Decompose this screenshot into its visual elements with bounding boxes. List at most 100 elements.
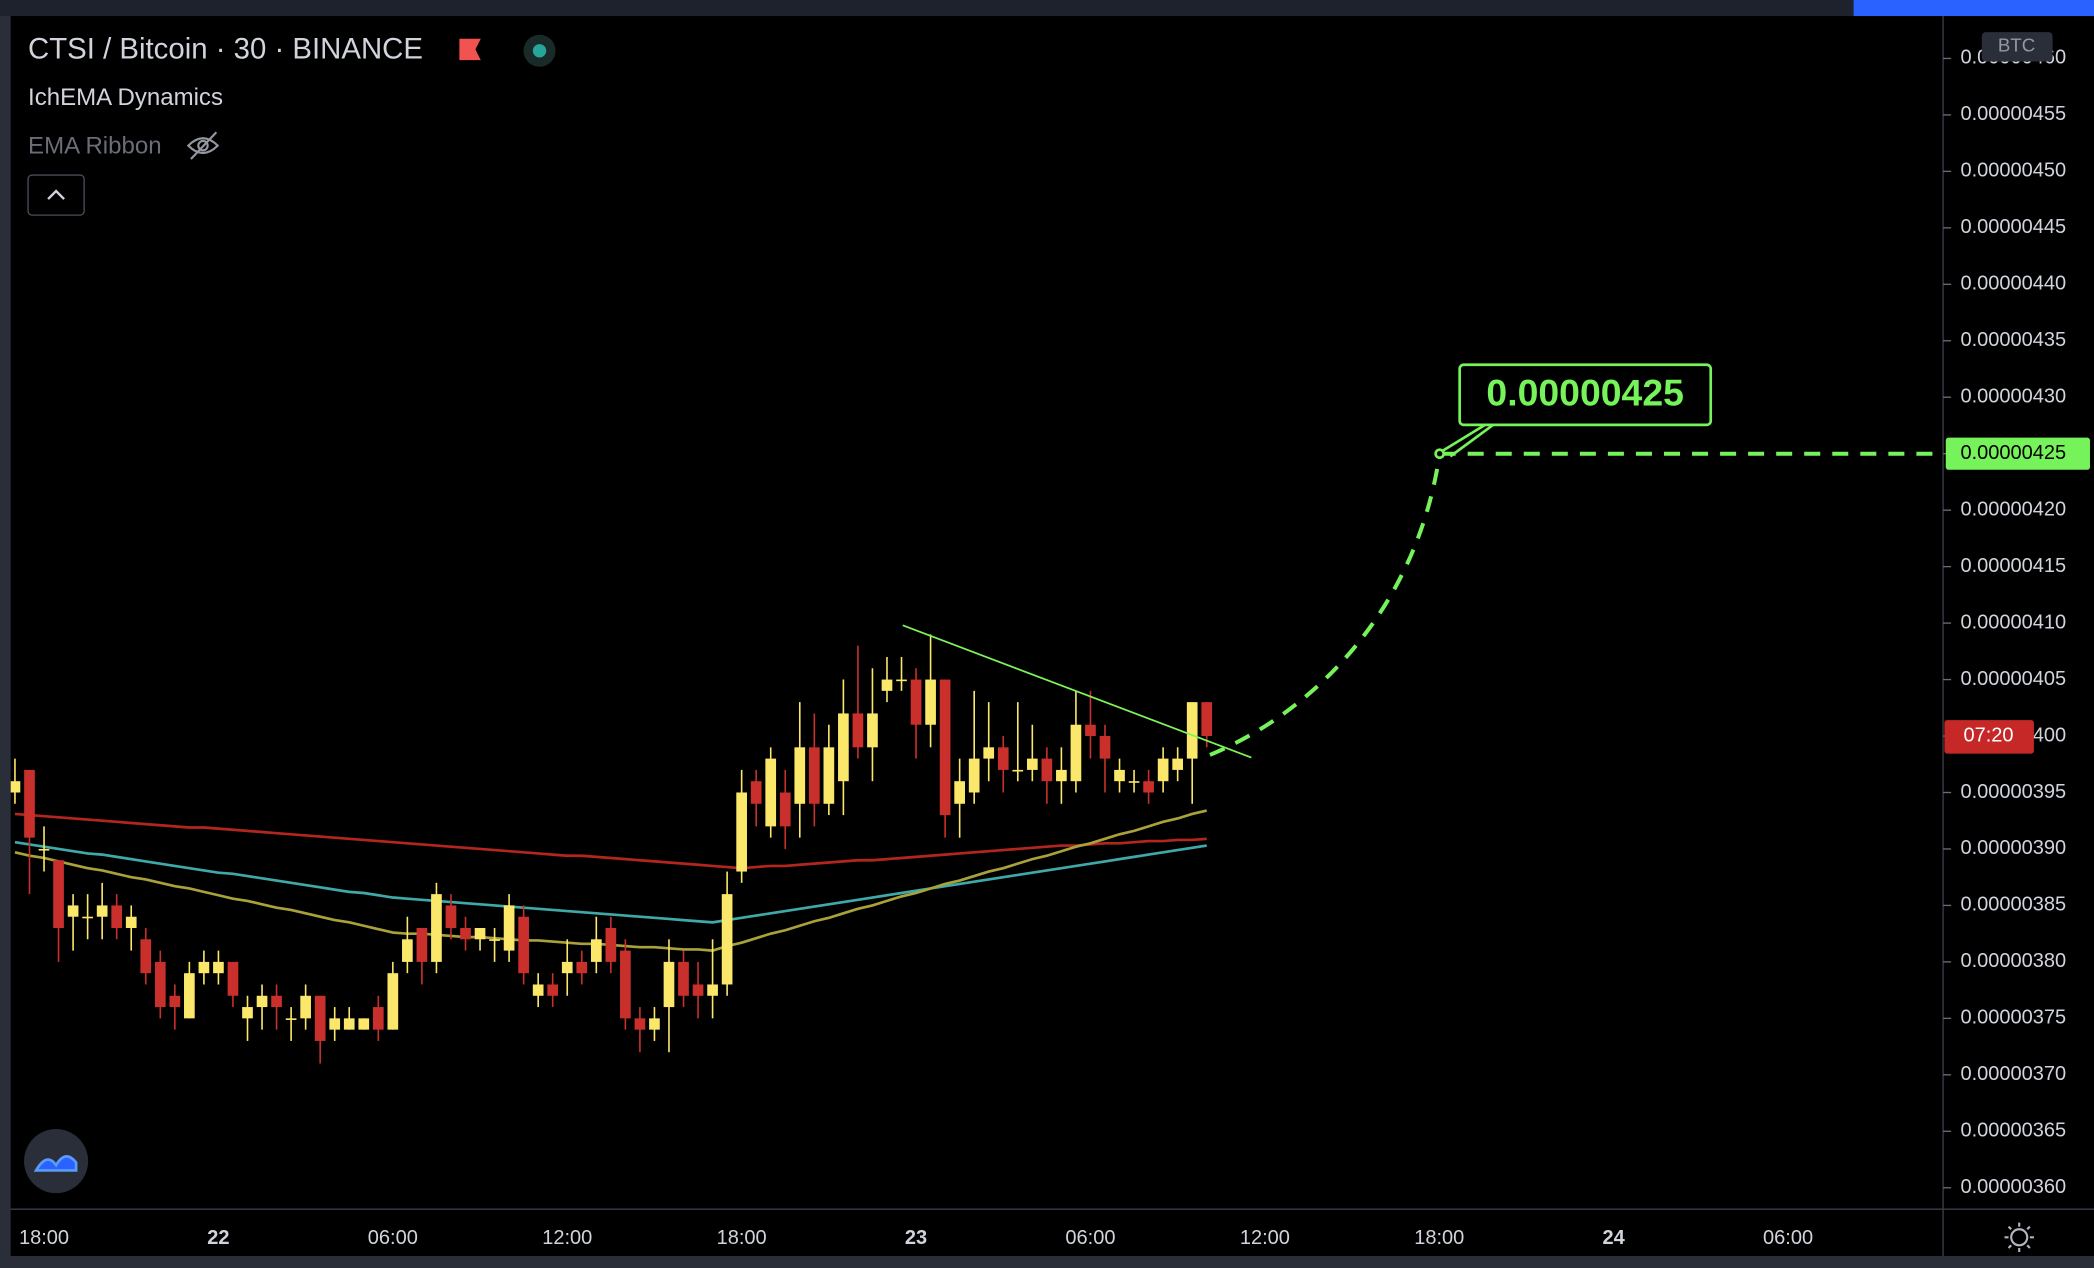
candle-body bbox=[896, 679, 907, 682]
candle-body bbox=[910, 679, 922, 725]
candle-body bbox=[111, 905, 123, 929]
candle-body bbox=[213, 961, 224, 974]
candle-body bbox=[736, 792, 747, 872]
candle-body bbox=[954, 781, 965, 804]
candle-body bbox=[925, 679, 936, 725]
candle-body bbox=[1056, 769, 1067, 782]
x-tick-label: 06:00 bbox=[1065, 1227, 1115, 1249]
pane-background bbox=[10, 16, 2094, 1256]
x-tick-label: 18:00 bbox=[1414, 1227, 1464, 1249]
y-tick-label: 0.00000370 bbox=[1960, 1063, 2066, 1085]
y-tick-label: 0.00000420 bbox=[1960, 498, 2066, 520]
candle-body bbox=[707, 984, 718, 996]
candle-body bbox=[852, 713, 864, 748]
candle-body bbox=[518, 916, 529, 974]
candle-body bbox=[576, 961, 588, 974]
candle-body bbox=[649, 1018, 660, 1030]
candle-body bbox=[140, 939, 152, 974]
y-tick-label: 0.00000390 bbox=[1960, 837, 2066, 859]
candle-body bbox=[285, 1018, 297, 1020]
x-tick-label: 24 bbox=[1603, 1227, 1626, 1249]
candle-body bbox=[67, 905, 79, 917]
top-tab[interactable] bbox=[1853, 0, 2094, 17]
candle-body bbox=[460, 928, 471, 940]
candle-body bbox=[1041, 758, 1053, 782]
candle-body bbox=[82, 916, 93, 919]
y-tick-label: 0.00000375 bbox=[1960, 1007, 2066, 1029]
y-tick-label: 0.00000430 bbox=[1960, 386, 2066, 408]
candle-body bbox=[10, 781, 21, 793]
y-tick-label: 0.00000405 bbox=[1960, 668, 2066, 690]
candle-body bbox=[561, 961, 573, 974]
candle-body bbox=[24, 769, 35, 838]
candle-body bbox=[1099, 736, 1111, 759]
x-tick-label: 12:00 bbox=[542, 1227, 592, 1249]
candle-body bbox=[678, 961, 689, 996]
y-tick-label: 0.00000395 bbox=[1960, 781, 2066, 803]
candle-body bbox=[1128, 781, 1140, 783]
target-price-label: 0.00000425 bbox=[1960, 442, 2066, 464]
candle-body bbox=[474, 928, 486, 940]
candle-body bbox=[721, 894, 733, 985]
candle-body bbox=[38, 848, 50, 851]
logo-badge[interactable] bbox=[24, 1129, 89, 1194]
callout-label: 0.00000425 bbox=[1486, 371, 1683, 413]
target-dot bbox=[1434, 448, 1445, 460]
candle-body bbox=[503, 905, 515, 951]
candle-body bbox=[1070, 724, 1082, 782]
candle-body bbox=[53, 860, 64, 929]
candle-body bbox=[416, 928, 428, 962]
candle-body bbox=[198, 961, 210, 974]
eye-hidden-icon[interactable] bbox=[186, 131, 220, 160]
candle-body bbox=[271, 995, 282, 1008]
candle-body bbox=[663, 961, 675, 1008]
candle-body bbox=[402, 939, 413, 962]
x-tick-label: 12:00 bbox=[1240, 1227, 1290, 1249]
indicator-name[interactable]: IchEMA Dynamics bbox=[28, 84, 223, 111]
candle-body bbox=[242, 1007, 253, 1019]
candle-body bbox=[329, 1018, 341, 1030]
countdown-label: 07:20 bbox=[1963, 725, 2013, 747]
candle-body bbox=[692, 984, 704, 996]
x-tick-label: 06:00 bbox=[368, 1227, 418, 1249]
candle-body bbox=[314, 995, 326, 1041]
candle-body bbox=[1026, 758, 1038, 770]
y-tick-label: 0.00000435 bbox=[1960, 329, 2066, 351]
candle-body bbox=[794, 747, 806, 804]
candle-body bbox=[750, 781, 762, 804]
annotations: 0.00000425 0.00000425 07:20 BTC bbox=[1209, 32, 2090, 757]
candle-body bbox=[445, 905, 457, 929]
chevron-icon bbox=[47, 189, 65, 200]
y-tick-label: 0.00000455 bbox=[1960, 103, 2066, 125]
callout-box bbox=[1458, 363, 1713, 427]
candle-body bbox=[1157, 758, 1169, 782]
y-tick-label: 0.00000445 bbox=[1960, 216, 2066, 238]
y-tick-label: 0.00000410 bbox=[1960, 611, 2066, 633]
symbol-title[interactable]: CTSI / Bitcoin · 30 · BINANCE bbox=[28, 33, 423, 66]
candle-body bbox=[1012, 769, 1024, 772]
trend-line[interactable] bbox=[902, 624, 1252, 759]
x-tick-label: 18:00 bbox=[19, 1227, 69, 1249]
candle-body bbox=[184, 973, 195, 1019]
x-tick-label: 23 bbox=[905, 1227, 927, 1249]
candle-body bbox=[968, 758, 980, 793]
y-tick-label: 0.00000365 bbox=[1960, 1120, 2066, 1142]
countdown-badge bbox=[1944, 720, 2034, 754]
collapse-button[interactable] bbox=[27, 174, 85, 216]
candle-body bbox=[227, 961, 239, 996]
hidden-indicator-name[interactable]: EMA Ribbon bbox=[28, 132, 162, 159]
y-tick-label: 0.00000440 bbox=[1960, 273, 2066, 295]
candle-body bbox=[808, 747, 820, 804]
logo-icon bbox=[33, 1155, 78, 1172]
settings-icon[interactable] bbox=[2004, 1222, 2034, 1252]
candle-body bbox=[620, 950, 631, 1019]
flag-icon[interactable] bbox=[459, 38, 481, 61]
price-axis: 0.00000360 0.00000365 0.00000370 0.00000375… bbox=[1943, 47, 2066, 1198]
y-tick-label: 0.00000380 bbox=[1960, 950, 2066, 972]
projection-curve bbox=[1209, 453, 1442, 757]
x-tick-label: 06:00 bbox=[1763, 1227, 1813, 1249]
candle-body bbox=[997, 747, 1009, 770]
currency-label: BTC bbox=[1998, 35, 2035, 56]
candle-body bbox=[96, 905, 108, 917]
candle-body bbox=[605, 928, 617, 962]
